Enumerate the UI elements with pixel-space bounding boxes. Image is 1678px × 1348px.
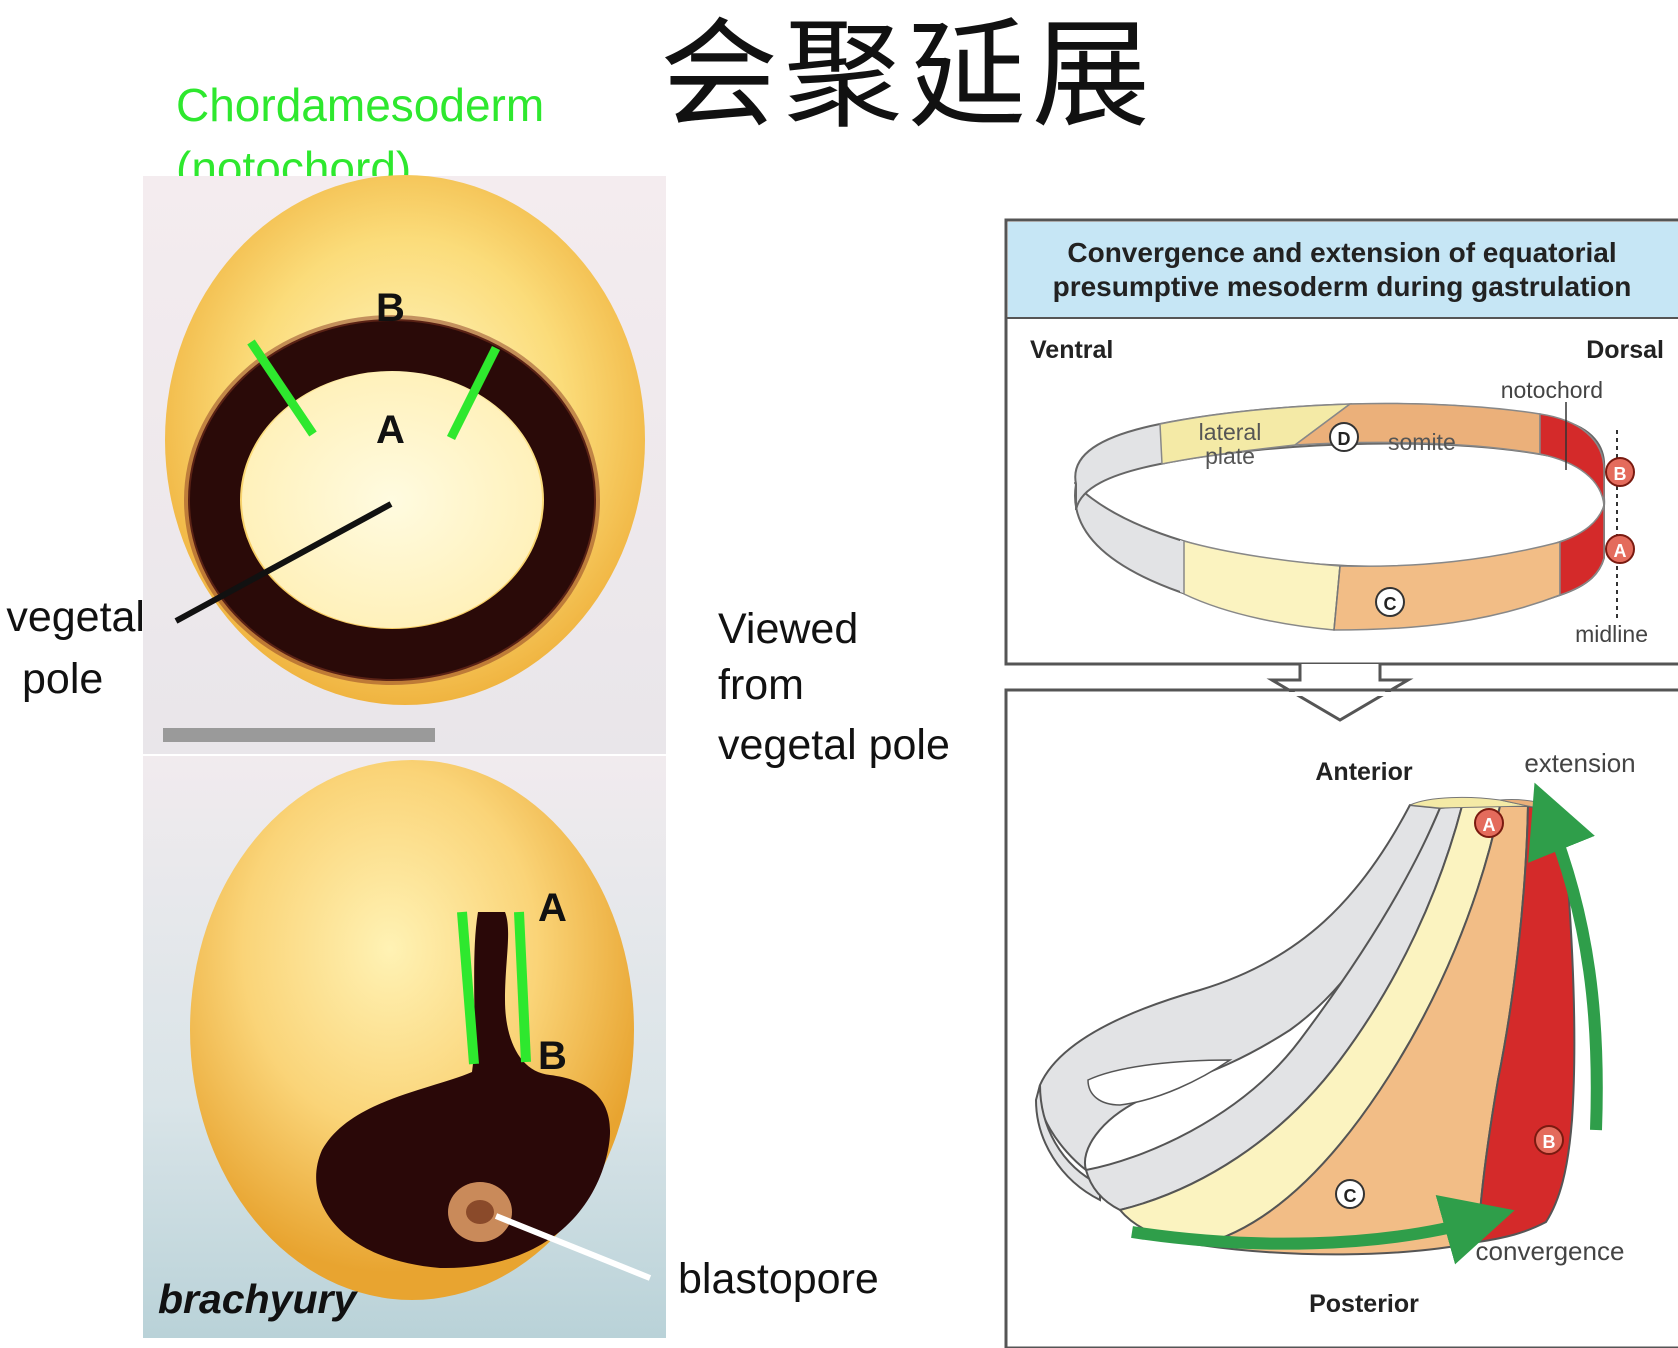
notochord-stain [316, 912, 611, 1269]
anterior-label: Anterior [1315, 758, 1413, 786]
chordamesoderm-label: Chordamesoderm [176, 79, 545, 131]
blastopore-label: blastopore [678, 1255, 879, 1303]
marker-b-circle [1605, 457, 1635, 487]
lateral-plate-line2: plate [1205, 443, 1255, 469]
scale-bar [163, 728, 435, 742]
brachyury-label: brachyury [158, 1276, 357, 1322]
marker-b-bottom-circle [1534, 1125, 1564, 1155]
marker-b-bottom-label: B [1543, 1132, 1556, 1152]
somite-label: somite [1388, 429, 1456, 455]
vegetal-label-line1: vegetal [6, 593, 145, 641]
extension-arrow [1528, 782, 1603, 1131]
page-title: 会聚延展 [660, 6, 1157, 144]
extension-panel [1004, 688, 1678, 1348]
bottom-embryo-photo [143, 756, 666, 1338]
marker-c-bottom-label: C [1344, 1186, 1357, 1206]
viewed-line2: from [718, 661, 804, 709]
green-marker-b [514, 911, 531, 1063]
vegetal-pointer-line [174, 501, 393, 624]
panel-title-line1: Convergence and extension of equatorial [1067, 237, 1616, 268]
blastopore-pointer-line [494, 1213, 652, 1281]
brachyury-ring [188, 319, 596, 681]
marker-a-label: A [1614, 541, 1627, 561]
top-label-b: B [376, 286, 405, 330]
ventral-label: Ventral [1030, 336, 1113, 364]
vegetal-label-line2: pole [22, 655, 104, 703]
marker-c-label: C [1384, 594, 1397, 614]
green-marker-right [446, 345, 501, 441]
top-embryo-photo [143, 175, 666, 754]
midline-label: midline [1575, 621, 1648, 647]
marker-b-label: B [1614, 464, 1627, 484]
bottom-label-a: A [538, 886, 567, 930]
top-label-a: A [376, 408, 405, 452]
marker-c-circle [1375, 587, 1405, 617]
dorsal-label: Dorsal [1586, 336, 1664, 364]
posterior-label: Posterior [1309, 1290, 1419, 1318]
notochord-label-diagram: notochord [1501, 377, 1603, 403]
marker-d-label: D [1338, 429, 1351, 449]
viewed-line1: Viewed [718, 605, 859, 653]
green-marker-a [457, 911, 479, 1065]
vegetal-region [242, 372, 542, 628]
marker-a-bottom-circle [1474, 808, 1504, 838]
marker-a-circle [1605, 534, 1635, 564]
marker-c-bottom-circle [1335, 1179, 1365, 1209]
ring-panel [1004, 218, 1678, 666]
marker-a-bottom-label: A [1483, 815, 1496, 835]
viewed-line3: vegetal pole [718, 721, 950, 769]
panel-title-line2: presumptive mesoderm during gastrulation [1053, 271, 1632, 302]
bottom-label-b: B [538, 1034, 567, 1078]
green-marker-left [247, 339, 317, 437]
convergence-label: convergence [1476, 1236, 1625, 1266]
extension-label: extension [1524, 748, 1635, 778]
lateral-plate-line1: lateral [1199, 419, 1262, 445]
convergence-arrow [1131, 1195, 1515, 1265]
panel-title-bar [1008, 222, 1678, 318]
marker-d-circle [1329, 422, 1359, 452]
